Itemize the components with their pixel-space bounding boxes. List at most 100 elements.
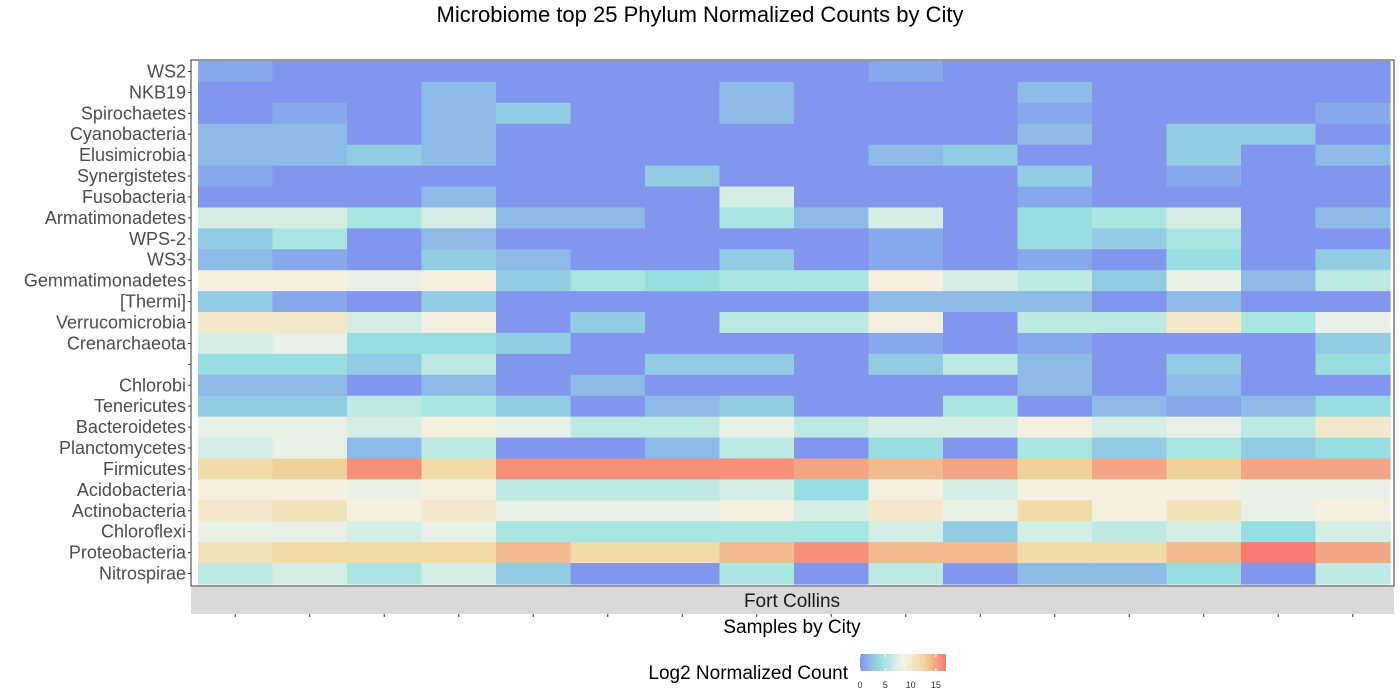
heatmap-cell: [1092, 165, 1168, 188]
legend-tick-label: 10: [906, 680, 916, 690]
y-tick-label: Planctomycetes: [59, 438, 186, 458]
chart-title: Microbiome top 25 Phylum Normalized Coun…: [436, 2, 964, 27]
heatmap-cell: [943, 479, 1019, 501]
heatmap-cell: [719, 437, 795, 460]
heatmap-cell: [496, 123, 572, 146]
heatmap-cell: [719, 144, 795, 167]
heatmap-cell: [868, 144, 944, 167]
heatmap-cell: [1315, 416, 1391, 439]
heatmap-cell: [347, 374, 423, 397]
heatmap-cell: [1241, 395, 1317, 418]
heatmap-cell: [794, 500, 870, 522]
heatmap-cell: [272, 395, 348, 418]
heatmap-cell: [1092, 228, 1168, 250]
heatmap-cell: [1092, 374, 1168, 397]
heatmap-cell: [1092, 102, 1168, 125]
y-tick-label: Nitrospirae: [99, 564, 186, 584]
heatmap-cell: [570, 353, 646, 376]
heatmap-cell: [347, 437, 423, 460]
heatmap-cell: [570, 395, 646, 418]
heatmap-cell: [1017, 186, 1093, 209]
heatmap-cell: [421, 542, 497, 564]
heatmap-cell: [1166, 61, 1242, 83]
heatmap-cell: [198, 123, 274, 146]
heatmap-cell: [272, 165, 348, 188]
heatmap-cell: [868, 374, 944, 397]
heatmap-cell: [719, 458, 795, 480]
heatmap-cell: [496, 228, 572, 250]
heatmap-cell: [1166, 165, 1242, 188]
heatmap-cell: [347, 563, 423, 585]
heatmap-cell: [1092, 479, 1168, 501]
heatmap-cell: [421, 521, 497, 543]
heatmap-cell: [645, 458, 721, 480]
heatmap-cell: [794, 353, 870, 376]
heatmap-cell: [943, 500, 1019, 522]
heatmap-cell: [272, 521, 348, 543]
heatmap-cell: [1315, 374, 1391, 397]
heatmap-cell: [868, 81, 944, 104]
heatmap-cell: [645, 186, 721, 209]
y-tick-label: Synergistetes: [77, 166, 186, 186]
heatmap-cell: [645, 332, 721, 355]
heatmap-cell: [1166, 458, 1242, 480]
heatmap-cell: [1315, 207, 1391, 229]
heatmap-cell: [794, 479, 870, 501]
heatmap-cell: [943, 458, 1019, 480]
heatmap-cell: [719, 81, 795, 104]
heatmap-cell: [496, 395, 572, 418]
heatmap-cell: [1017, 61, 1093, 83]
heatmap-cell: [719, 563, 795, 585]
heatmap-cell: [719, 228, 795, 250]
heatmap-cell: [1166, 395, 1242, 418]
heatmap-cell: [1241, 416, 1317, 439]
heatmap-cell: [570, 270, 646, 292]
heatmap-cell: [496, 270, 572, 292]
heatmap-cell: [719, 165, 795, 188]
heatmap-cell: [868, 332, 944, 355]
heatmap-cell: [1166, 123, 1242, 146]
y-tick-label: Chlorobi: [119, 375, 186, 395]
heatmap-cell: [943, 437, 1019, 460]
heatmap-cell: [570, 332, 646, 355]
heatmap-cell: [347, 500, 423, 522]
y-tick-label: Verrucomicrobia: [56, 313, 187, 333]
heatmap-cell: [645, 144, 721, 167]
heatmap-cell: [1315, 249, 1391, 271]
heatmap-cell: [645, 395, 721, 418]
heatmap-cell: [198, 437, 274, 460]
heatmap-cell: [198, 102, 274, 125]
heatmap-cell: [1092, 458, 1168, 480]
heatmap-cell: [1315, 500, 1391, 522]
heatmap-cell: [719, 249, 795, 271]
heatmap-cell: [868, 458, 944, 480]
heatmap-cells: [198, 61, 1391, 585]
heatmap-cell: [1092, 332, 1168, 355]
heatmap-cell: [347, 186, 423, 209]
heatmap-cell: [1241, 207, 1317, 229]
heatmap-cell: [421, 144, 497, 167]
heatmap-cell: [1017, 270, 1093, 292]
legend-title: Log2 Normalized Count: [648, 663, 848, 684]
y-tick-label: WPS-2: [129, 229, 186, 249]
heatmap-cell: [1092, 395, 1168, 418]
heatmap-cell: [868, 61, 944, 83]
heatmap-cell: [1241, 521, 1317, 543]
heatmap-cell: [1241, 123, 1317, 146]
heatmap-cell: [794, 186, 870, 209]
heatmap-cell: [1166, 207, 1242, 229]
heatmap-cell: [868, 437, 944, 460]
heatmap-cell: [1315, 542, 1391, 564]
heatmap-cell: [1315, 270, 1391, 292]
heatmap-cell: [868, 249, 944, 271]
heatmap-cell: [1315, 123, 1391, 146]
heatmap-cell: [943, 207, 1019, 229]
heatmap-cell: [347, 144, 423, 167]
heatmap-cell: [198, 500, 274, 522]
heatmap-cell: [794, 144, 870, 167]
heatmap-cell: [868, 479, 944, 501]
heatmap-cell: [570, 521, 646, 543]
heatmap-cell: [943, 416, 1019, 439]
heatmap-cell: [347, 102, 423, 125]
